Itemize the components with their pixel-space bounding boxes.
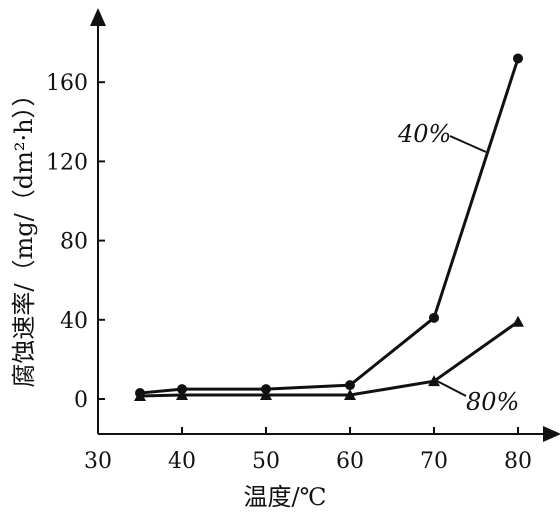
series-label-80pct: 80%	[466, 388, 519, 416]
x-tick-label: 40	[168, 449, 196, 474]
data-point-triangle	[260, 389, 272, 401]
y-tick-label: 80	[60, 230, 88, 255]
data-point-triangle	[134, 390, 146, 402]
labels-layer: 40% 80%	[397, 120, 519, 416]
series-line-40pct	[139, 57, 520, 395]
data-point-circle	[513, 53, 523, 64]
x-ticks: 30 40 50 60 70 80	[84, 427, 532, 474]
y-tick-label: 120	[46, 150, 88, 175]
leader-line-80pct	[436, 380, 467, 397]
series-layer	[134, 53, 524, 402]
data-point-circle	[429, 312, 439, 323]
data-point-triangle	[512, 315, 524, 327]
x-tick-label: 80	[504, 449, 532, 474]
data-point-triangle	[176, 389, 188, 401]
series-line-80pct	[139, 320, 519, 398]
x-tick-label: 70	[420, 449, 448, 474]
leader-line-40pct	[449, 135, 487, 153]
series-label-40pct: 40%	[397, 120, 451, 148]
x-tick-label: 60	[336, 449, 364, 474]
x-axis-title: 温度/℃	[244, 483, 327, 511]
data-point-circle	[345, 380, 355, 391]
y-tick-label: 0	[74, 388, 88, 413]
x-tick-label: 30	[84, 449, 112, 474]
y-axis-title: 腐蚀速率/（mg/（dm²·h））	[10, 82, 38, 387]
axes	[90, 8, 560, 442]
data-point-triangle	[344, 389, 356, 401]
y-tick-label: 40	[60, 309, 88, 334]
data-point-triangle	[428, 375, 440, 387]
x-tick-label: 50	[252, 449, 280, 474]
y-tick-label: 160	[46, 71, 88, 96]
y-ticks: 0 40 80 120 160	[46, 71, 105, 413]
